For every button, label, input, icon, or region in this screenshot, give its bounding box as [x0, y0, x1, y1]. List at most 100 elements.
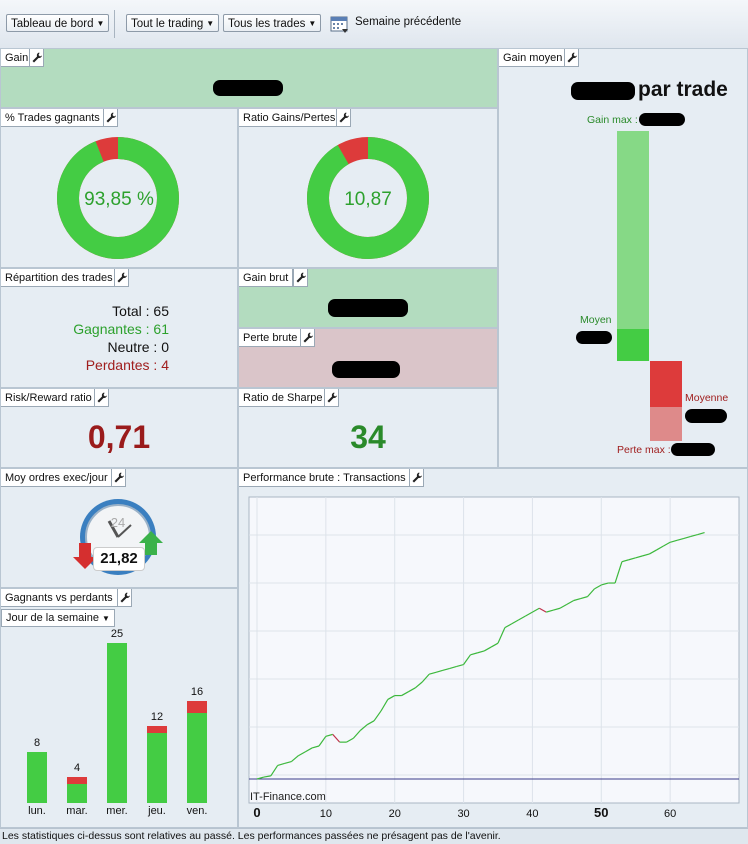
weekday-filter-dropdown[interactable]: Jour de la semaine ▼	[1, 609, 115, 627]
series-segment	[380, 699, 389, 712]
wrench-icon[interactable]	[111, 469, 126, 487]
weekday-label: ven.	[186, 805, 208, 817]
weekday-label: mar.	[66, 805, 88, 817]
series-segment	[566, 599, 575, 605]
wrench-icon[interactable]	[94, 389, 109, 407]
calendar-icon[interactable]	[330, 14, 350, 34]
series-segment	[697, 532, 705, 536]
toolbar-divider	[114, 10, 115, 38]
redacted-value	[328, 299, 408, 317]
sharpe-panel: Ratio de Sharpe 34	[238, 388, 498, 468]
gross-gain-panel: Gain brut	[238, 268, 498, 328]
panel-title: Moy ordres exec/jour	[1, 469, 113, 487]
wrench-icon[interactable]	[114, 269, 129, 287]
wrench-icon[interactable]	[103, 109, 118, 127]
wrench-icon[interactable]	[293, 269, 308, 287]
series-segment	[635, 555, 643, 559]
series-segment	[614, 561, 623, 584]
series-segment	[676, 537, 685, 541]
dashboard-dropdown[interactable]: Tableau de bord ▼	[6, 14, 110, 32]
weekday-label: jeu.	[148, 805, 166, 817]
bar-losers	[187, 700, 207, 714]
series-segment	[669, 539, 678, 543]
bar-winners	[107, 643, 127, 803]
series-segment	[539, 607, 547, 613]
risk-reward-value: 0,71	[87, 419, 151, 455]
series-segment	[256, 776, 265, 780]
series-segment	[352, 730, 361, 739]
series-segment	[456, 663, 464, 668]
dashboard-label: Tableau de bord	[11, 18, 94, 30]
panel-title: Gain	[1, 49, 34, 67]
panel-title: % Trades gagnants	[1, 109, 105, 127]
wrench-icon[interactable]	[324, 389, 339, 407]
max-loss-label: Perte max :	[617, 444, 671, 456]
series-segment	[270, 765, 279, 777]
wrench-icon[interactable]	[300, 329, 315, 347]
series-segment	[325, 733, 333, 737]
period-label[interactable]: Semaine précédente	[355, 16, 462, 28]
winning-trades: Gagnantes : 61	[73, 321, 169, 337]
panel-title: Perte brute	[239, 329, 303, 347]
sharpe-value: 34	[350, 419, 386, 455]
donut-win-arc	[57, 137, 179, 259]
ratio-donut	[307, 137, 429, 259]
series-segment	[291, 755, 299, 762]
redacted-value	[685, 409, 727, 423]
wrench-icon[interactable]	[409, 469, 424, 487]
x-tick-label: 0	[253, 805, 260, 820]
bar-value-label: 12	[150, 711, 164, 724]
bar-winners	[147, 732, 167, 803]
toolbar: Tableau de bord ▼ Tout le trading ▼ Tous l…	[0, 0, 748, 49]
series-segment	[552, 607, 561, 611]
series-segment	[497, 627, 506, 644]
wrench-icon[interactable]	[29, 49, 44, 67]
bar-winners	[27, 751, 47, 803]
trading-label: Tout le trading	[131, 18, 204, 30]
series-segment	[504, 623, 513, 629]
series-segment	[449, 665, 457, 669]
series-segment	[587, 588, 595, 598]
wrench-icon[interactable]	[117, 589, 132, 607]
gain-max-label: Gain max :	[587, 114, 638, 126]
series-segment	[284, 760, 292, 765]
trades-dropdown[interactable]: Tous les trades ▼	[223, 14, 322, 32]
losing-trades: Perdantes : 4	[85, 357, 169, 373]
gauge-max: 24	[110, 515, 126, 530]
win-pct-panel: % Trades gagnants 93,85 %	[0, 108, 238, 268]
series-segment	[463, 654, 471, 665]
watermark: IT-Finance.com	[250, 791, 326, 803]
chevron-down-icon: ▼	[96, 19, 105, 28]
per-trade-label: par trade	[638, 78, 728, 101]
series-segment	[332, 733, 341, 743]
series-segment	[594, 584, 602, 590]
series-segment	[511, 619, 519, 625]
bar-value-label: 16	[190, 685, 204, 698]
series-segment	[662, 541, 671, 547]
series-segment	[483, 646, 492, 652]
trades-label: Tous les trades	[228, 18, 306, 30]
orders-panel: Moy ordres exec/jour 24 21,82	[0, 468, 238, 588]
donut-win-arc	[307, 137, 429, 259]
x-tick-label: 30	[457, 808, 469, 820]
x-tick-label: 20	[389, 808, 401, 820]
series-segment	[401, 691, 409, 697]
weekday-bar-chart: 8 lun. 4 mar. 25 mer. 12 jeu. 16 ven.	[1, 628, 237, 827]
redacted-value	[332, 361, 400, 378]
performance-panel: Performance brute : Transactions 0 10 20 30…	[238, 468, 748, 828]
panel-title: Gain moyen	[499, 49, 568, 67]
series-segment	[346, 737, 354, 743]
bar-winners	[187, 713, 207, 803]
redacted-value	[213, 80, 283, 96]
avg-loss-bar	[650, 361, 682, 407]
series-segment	[359, 724, 368, 731]
trading-dropdown[interactable]: Tout le trading ▼	[126, 14, 220, 32]
plot-area	[248, 496, 740, 804]
wrench-icon[interactable]	[564, 49, 579, 67]
wrench-icon[interactable]	[336, 109, 351, 127]
orders-value: 21,82	[93, 547, 145, 571]
gross-loss-panel: Perte brute	[238, 328, 498, 388]
series-segment	[490, 642, 499, 648]
series-segment	[421, 673, 430, 683]
series-segment	[690, 533, 698, 538]
